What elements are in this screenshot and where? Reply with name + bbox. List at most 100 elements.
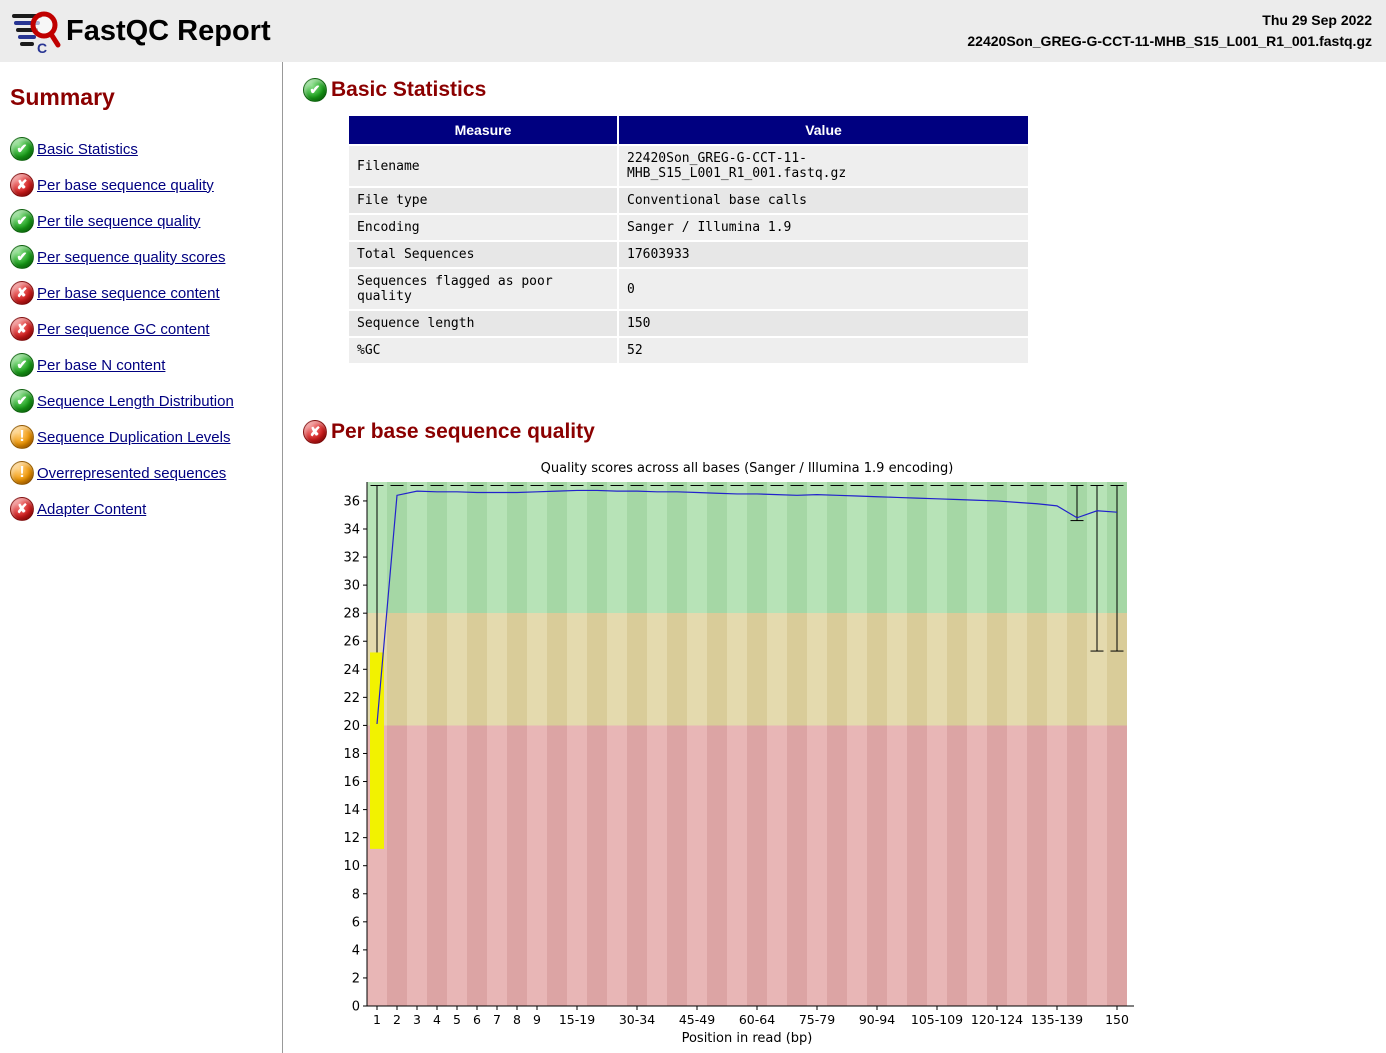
summary-item: Per base sequence quality bbox=[10, 173, 282, 197]
svg-text:34: 34 bbox=[343, 522, 360, 537]
summary-item: Sequence Length Distribution bbox=[10, 389, 282, 413]
pass-icon bbox=[10, 209, 34, 233]
basic-statistics-title: Basic Statistics bbox=[331, 78, 487, 101]
svg-text:10: 10 bbox=[343, 859, 360, 874]
summary-title: Summary bbox=[10, 84, 115, 110]
svg-text:60-64: 60-64 bbox=[739, 1012, 775, 1027]
svg-text:12: 12 bbox=[343, 831, 360, 846]
summary-item: Per base sequence content bbox=[10, 281, 282, 305]
per-base-quality-section: Per base sequence quality 02468101214161… bbox=[303, 420, 1386, 1049]
summary-item: Sequence Duplication Levels bbox=[10, 425, 282, 449]
fail-icon bbox=[10, 173, 34, 197]
value-cell: 0 bbox=[619, 269, 1028, 309]
svg-text:26: 26 bbox=[343, 635, 360, 650]
pass-icon bbox=[10, 353, 34, 377]
svg-text:6: 6 bbox=[352, 915, 360, 930]
svg-text:28: 28 bbox=[343, 607, 360, 622]
table-row: Sequences flagged as poor quality 0 bbox=[349, 269, 1028, 309]
svg-text:8: 8 bbox=[513, 1012, 521, 1027]
app-title: FastQC Report bbox=[66, 14, 271, 47]
value-cell: 22420Son_GREG-G-CCT-11-MHB_S15_L001_R1_0… bbox=[619, 146, 1028, 186]
sidebar: Summary Basic Statistics Per base sequenc… bbox=[0, 62, 283, 1053]
svg-text:90-94: 90-94 bbox=[859, 1012, 895, 1027]
svg-text:2: 2 bbox=[352, 971, 360, 986]
measure-cell: Sequences flagged as poor quality bbox=[349, 269, 617, 309]
pass-icon bbox=[10, 389, 34, 413]
svg-text:14: 14 bbox=[343, 803, 360, 818]
summary-link[interactable]: Sequence Length Distribution bbox=[37, 392, 234, 410]
svg-text:4: 4 bbox=[433, 1012, 441, 1027]
fastqc-logo: C bbox=[12, 11, 61, 55]
summary-link[interactable]: Adapter Content bbox=[37, 500, 147, 518]
table-row: File type Conventional base calls bbox=[349, 188, 1028, 213]
table-header-row: Measure Value bbox=[349, 116, 1028, 144]
summary-link[interactable]: Per tile sequence quality bbox=[37, 212, 201, 230]
fail-icon bbox=[10, 497, 34, 521]
svg-text:9: 9 bbox=[533, 1012, 541, 1027]
summary-link[interactable]: Basic Statistics bbox=[37, 140, 138, 158]
header-right: Thu 29 Sep 2022 22420Son_GREG-G-CCT-11-M… bbox=[967, 10, 1376, 52]
summary-link[interactable]: Per base sequence content bbox=[37, 284, 220, 302]
summary-link[interactable]: Per base sequence quality bbox=[37, 176, 214, 194]
col-header-value: Value bbox=[619, 116, 1028, 144]
measure-cell: Encoding bbox=[349, 215, 617, 240]
col-header-measure: Measure bbox=[349, 116, 617, 144]
svg-text:24: 24 bbox=[343, 663, 360, 678]
header-left: C FastQC Report bbox=[10, 7, 271, 55]
summary-link[interactable]: Overrepresented sequences bbox=[37, 464, 227, 482]
svg-text:30: 30 bbox=[343, 579, 360, 594]
pass-icon bbox=[10, 137, 34, 161]
fail-icon bbox=[303, 420, 327, 444]
summary-item: Per tile sequence quality bbox=[10, 209, 282, 233]
summary-link[interactable]: Per sequence quality scores bbox=[37, 248, 226, 266]
value-cell: 150 bbox=[619, 311, 1028, 336]
value-cell: Conventional base calls bbox=[619, 188, 1028, 213]
table-row: %GC 52 bbox=[349, 338, 1028, 363]
measure-cell: File type bbox=[349, 188, 617, 213]
svg-text:6: 6 bbox=[473, 1012, 481, 1027]
summary-link[interactable]: Per sequence GC content bbox=[37, 320, 210, 338]
svg-text:Quality scores across all base: Quality scores across all bases (Sanger … bbox=[541, 461, 954, 476]
svg-text:22: 22 bbox=[343, 691, 360, 706]
svg-text:5: 5 bbox=[453, 1012, 461, 1027]
summary-list: Basic Statistics Per base sequence qualit… bbox=[10, 137, 282, 521]
pass-icon bbox=[10, 245, 34, 269]
value-cell: Sanger / Illumina 1.9 bbox=[619, 215, 1028, 240]
svg-text:16: 16 bbox=[343, 775, 360, 790]
measure-cell: Sequence length bbox=[349, 311, 617, 336]
warn-icon bbox=[10, 425, 34, 449]
table-row: Encoding Sanger / Illumina 1.9 bbox=[349, 215, 1028, 240]
table-row: Sequence length 150 bbox=[349, 311, 1028, 336]
svg-text:20: 20 bbox=[343, 719, 360, 734]
value-cell: 52 bbox=[619, 338, 1028, 363]
svg-text:4: 4 bbox=[352, 943, 360, 958]
summary-item: Basic Statistics bbox=[10, 137, 282, 161]
svg-text:8: 8 bbox=[352, 887, 360, 902]
basic-statistics-header: Basic Statistics bbox=[303, 78, 1386, 102]
svg-text:1: 1 bbox=[373, 1012, 381, 1027]
header: C FastQC Report Thu 29 Sep 2022 22420Son… bbox=[0, 0, 1386, 62]
content: Summary Basic Statistics Per base sequenc… bbox=[0, 62, 1386, 1053]
svg-text:32: 32 bbox=[343, 551, 360, 566]
table-row: Filename 22420Son_GREG-G-CCT-11-MHB_S15_L… bbox=[349, 146, 1028, 186]
svg-text:120-124: 120-124 bbox=[971, 1012, 1023, 1027]
svg-text:150: 150 bbox=[1105, 1012, 1129, 1027]
summary-link[interactable]: Per base N content bbox=[37, 356, 166, 374]
svg-text:0: 0 bbox=[352, 1000, 360, 1015]
measure-cell: Total Sequences bbox=[349, 242, 617, 267]
per-base-quality-chart-wrap: 0 2 4 6 8 10 12 14 16 18 20 22 24 26 28 30 32 34 36 1 2 3 4 5 6 7… bbox=[339, 456, 1386, 1049]
value-cell: 17603933 bbox=[619, 242, 1028, 267]
fail-icon bbox=[10, 281, 34, 305]
svg-text:135-139: 135-139 bbox=[1031, 1012, 1083, 1027]
svg-text:36: 36 bbox=[343, 494, 360, 509]
svg-text:2: 2 bbox=[393, 1012, 401, 1027]
summary-item: Per sequence quality scores bbox=[10, 245, 282, 269]
report-date: Thu 29 Sep 2022 bbox=[1262, 12, 1372, 28]
svg-text:7: 7 bbox=[493, 1012, 501, 1027]
per-base-quality-title: Per base sequence quality bbox=[331, 420, 595, 443]
summary-link[interactable]: Sequence Duplication Levels bbox=[37, 428, 231, 446]
summary-item: Adapter Content bbox=[10, 497, 282, 521]
summary-item: Per sequence GC content bbox=[10, 317, 282, 341]
main: Basic Statistics Measure Value Filename2… bbox=[283, 62, 1386, 1053]
